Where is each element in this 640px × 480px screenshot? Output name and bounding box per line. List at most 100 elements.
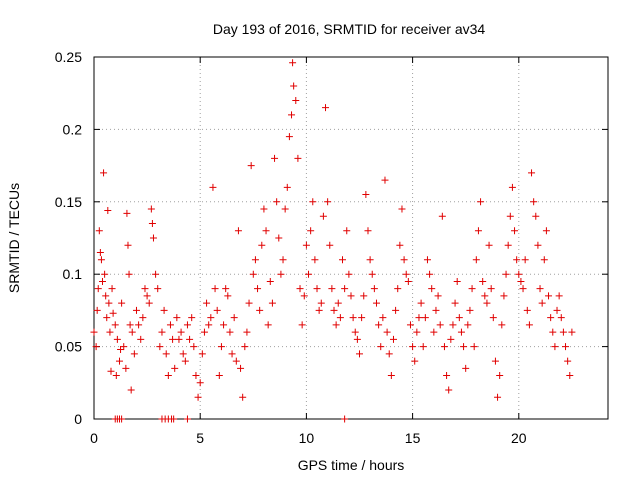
data-point xyxy=(326,241,334,249)
data-point xyxy=(449,321,457,329)
data-point xyxy=(466,306,474,314)
data-point xyxy=(309,198,317,206)
data-point xyxy=(126,321,134,329)
data-point xyxy=(192,372,200,380)
data-point xyxy=(336,314,344,322)
x-tick-label: 0 xyxy=(90,430,98,446)
data-point xyxy=(334,299,342,307)
data-point xyxy=(203,299,211,307)
data-point xyxy=(474,227,482,235)
data-point xyxy=(237,364,245,372)
data-point xyxy=(90,328,98,336)
data-point xyxy=(108,285,116,293)
data-point xyxy=(409,343,417,351)
data-point xyxy=(396,241,404,249)
data-point xyxy=(107,367,115,375)
data-point xyxy=(370,285,378,293)
data-point xyxy=(411,357,419,365)
data-point xyxy=(264,321,272,329)
data-point xyxy=(198,350,206,358)
data-point xyxy=(322,104,330,112)
grid-lines xyxy=(94,57,608,419)
data-point xyxy=(479,277,487,285)
data-point xyxy=(194,393,202,401)
data-point xyxy=(188,314,196,322)
data-point xyxy=(211,285,219,293)
data-point xyxy=(200,328,208,336)
data-point xyxy=(345,270,353,278)
data-point xyxy=(222,285,230,293)
data-point xyxy=(428,285,436,293)
data-point xyxy=(124,241,132,249)
data-point xyxy=(468,285,476,293)
data-point xyxy=(339,256,347,264)
data-point xyxy=(457,328,465,336)
data-point xyxy=(96,248,104,256)
data-point xyxy=(232,357,240,365)
data-point xyxy=(239,393,247,401)
data-point xyxy=(228,350,236,358)
data-point xyxy=(508,183,516,191)
data-point xyxy=(536,285,544,293)
data-point xyxy=(502,270,510,278)
data-point xyxy=(262,227,270,235)
data-point xyxy=(566,372,574,380)
data-point xyxy=(351,328,359,336)
data-point xyxy=(97,256,105,264)
data-point xyxy=(292,96,300,104)
data-point xyxy=(532,212,540,220)
data-point xyxy=(555,292,563,300)
data-point xyxy=(127,386,135,394)
data-point xyxy=(460,343,468,351)
data-point xyxy=(385,350,393,358)
data-point xyxy=(389,335,397,343)
data-point xyxy=(419,343,427,351)
data-point xyxy=(209,183,217,191)
data-point xyxy=(528,169,536,177)
data-point xyxy=(534,241,542,249)
data-point xyxy=(224,292,232,300)
data-point xyxy=(440,343,448,351)
y-tick-label: 0.1 xyxy=(63,266,83,282)
data-point xyxy=(417,299,425,307)
data-point xyxy=(328,285,336,293)
data-point xyxy=(147,205,155,213)
data-point xyxy=(517,277,525,285)
data-point xyxy=(421,314,429,322)
data-point xyxy=(171,364,179,372)
data-point xyxy=(245,299,253,307)
data-point xyxy=(487,285,495,293)
data-point xyxy=(183,321,191,329)
data-point xyxy=(400,256,408,264)
x-axis-label: GPS time / hours xyxy=(298,457,405,473)
data-point xyxy=(162,350,170,358)
data-point xyxy=(525,321,533,329)
axis-ticks: 0 0.05 0.1 0.15 0.2 0.25 0 5 10 15 20 xyxy=(55,49,608,446)
data-point xyxy=(268,299,276,307)
data-point xyxy=(102,292,110,300)
data-point xyxy=(545,292,553,300)
data-point xyxy=(498,321,506,329)
data-point xyxy=(387,372,395,380)
data-point xyxy=(300,292,308,300)
data-point xyxy=(511,227,519,235)
data-point xyxy=(347,292,355,300)
data-point xyxy=(430,328,438,336)
data-point xyxy=(504,241,512,249)
data-point xyxy=(251,256,259,264)
data-point xyxy=(275,234,283,242)
data-point xyxy=(559,328,567,336)
data-point xyxy=(254,285,262,293)
data-point xyxy=(464,321,472,329)
data-point xyxy=(170,415,178,423)
data-point xyxy=(213,306,221,314)
data-point xyxy=(513,256,521,264)
data-point xyxy=(130,350,138,358)
data-point xyxy=(481,292,489,300)
data-point xyxy=(500,292,508,300)
data-point xyxy=(132,306,140,314)
data-point xyxy=(93,306,101,314)
data-point xyxy=(289,59,297,67)
data-point xyxy=(305,270,313,278)
data-point xyxy=(432,306,440,314)
